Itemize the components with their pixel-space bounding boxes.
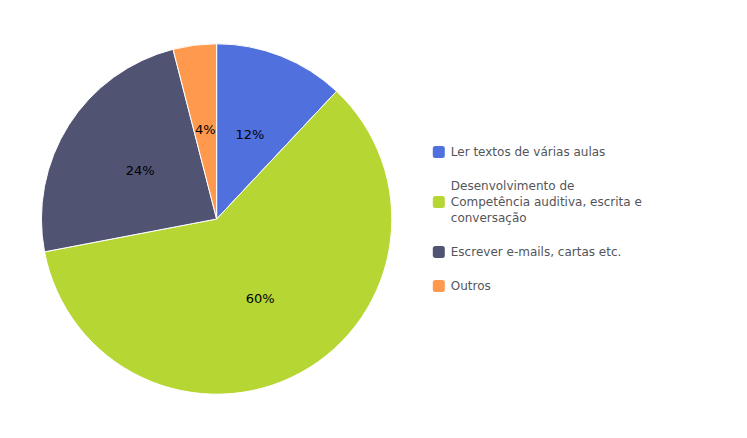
svg-text:24%: 24% [126, 163, 155, 178]
svg-text:12%: 12% [236, 127, 265, 142]
svg-text:Desenvolvimento de: Desenvolvimento de [451, 179, 575, 193]
svg-text:Escrever e-mails, cartas etc.: Escrever e-mails, cartas etc. [451, 245, 622, 259]
svg-text:Ler textos de várias aulas: Ler textos de várias aulas [451, 145, 606, 159]
svg-text:60%: 60% [246, 291, 275, 306]
svg-text:4%: 4% [195, 122, 216, 137]
svg-text:Outros: Outros [451, 279, 491, 293]
svg-text:conversação: conversação [451, 211, 527, 225]
svg-text:Competência auditiva, escrita: Competência auditiva, escrita e [451, 195, 642, 209]
